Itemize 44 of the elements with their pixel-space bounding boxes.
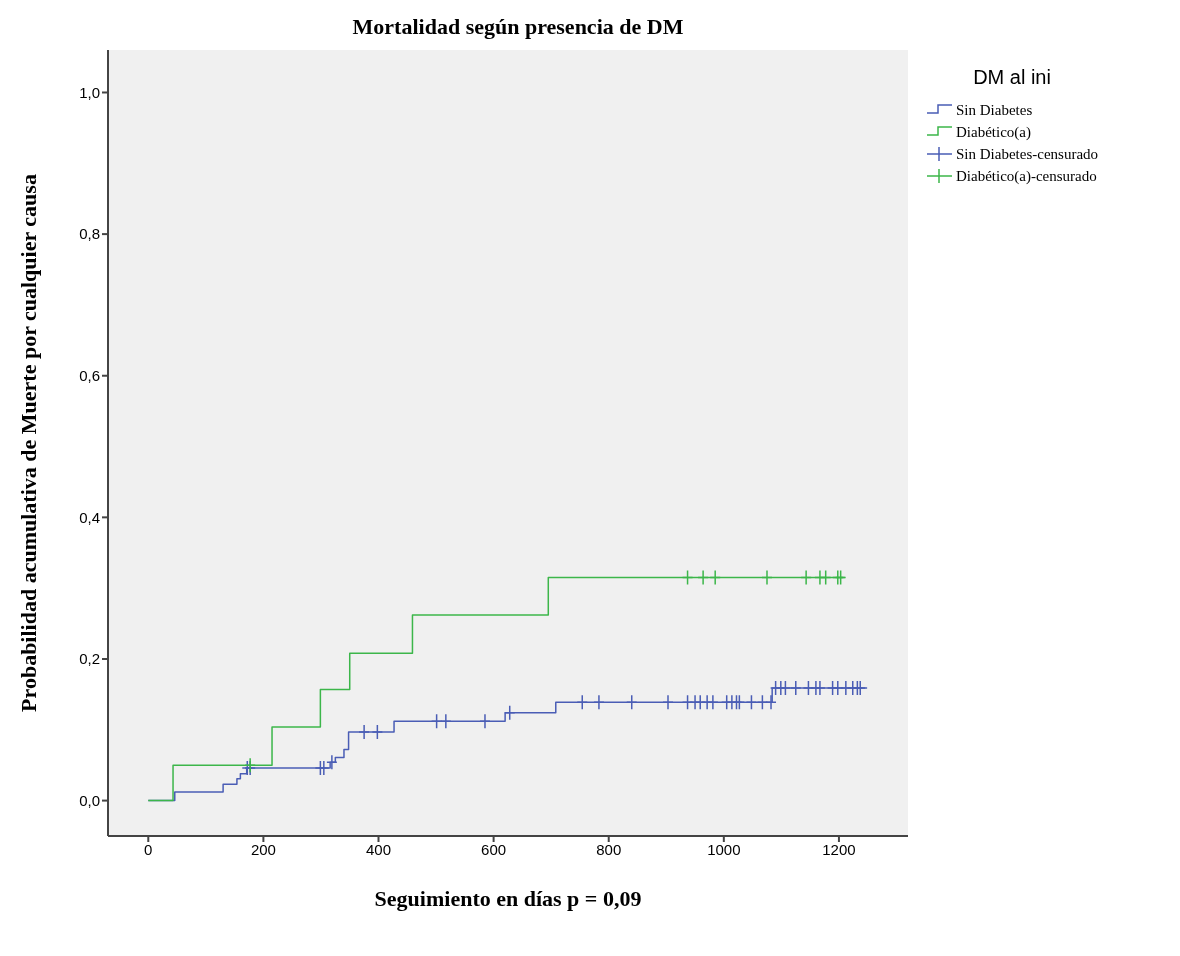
legend-title: DM al ini xyxy=(972,66,1052,89)
x-tick-label: 1000 xyxy=(707,840,741,858)
point xyxy=(326,754,338,771)
point xyxy=(371,724,384,740)
point xyxy=(761,569,773,586)
point xyxy=(440,713,452,730)
chart-title: Mortalidad según presencia de DM xyxy=(351,14,685,40)
point xyxy=(819,569,832,586)
legend-label: Diabético(a)-censurado xyxy=(956,167,1097,185)
point xyxy=(430,713,443,730)
point xyxy=(593,694,605,710)
point xyxy=(681,569,694,586)
point xyxy=(765,694,777,710)
x-tick-label: 0 xyxy=(144,840,153,858)
legend-label: Sin Diabetes-censurado xyxy=(956,145,1099,163)
y-tick-label: 0,8 xyxy=(79,225,100,243)
point xyxy=(745,694,758,710)
x-tick-label: 1200 xyxy=(822,840,856,858)
y-tick-label: 1,0 xyxy=(79,83,100,101)
point xyxy=(790,680,802,696)
x-tick-label: 400 xyxy=(365,840,392,858)
point xyxy=(576,694,588,710)
y-tick-label: 0,6 xyxy=(79,367,100,385)
point xyxy=(662,694,674,710)
point xyxy=(800,569,812,586)
x-tick-label: 600 xyxy=(481,840,507,858)
y-axis-title: Probabilidad acumulativa de Muerte por cualquier causa xyxy=(15,174,41,712)
y-tick-label: 0,0 xyxy=(79,791,100,809)
point xyxy=(479,713,491,730)
y-tick-label: 0,2 xyxy=(79,650,100,668)
point xyxy=(625,694,638,710)
y-tick-label: 0,4 xyxy=(79,508,100,526)
x-axis-title: Seguimiento en días p = 0,09 xyxy=(374,886,642,911)
point xyxy=(707,694,719,710)
point xyxy=(697,569,709,586)
point xyxy=(503,705,516,721)
point xyxy=(832,680,844,696)
x-tick-label: 200 xyxy=(250,840,276,858)
x-tick-label: 800 xyxy=(596,840,622,858)
point xyxy=(709,569,721,586)
legend-label: Diabético(a) xyxy=(956,123,1031,141)
point xyxy=(756,694,769,710)
legend-label: Sin Diabetes xyxy=(956,101,1033,119)
point xyxy=(358,724,370,740)
